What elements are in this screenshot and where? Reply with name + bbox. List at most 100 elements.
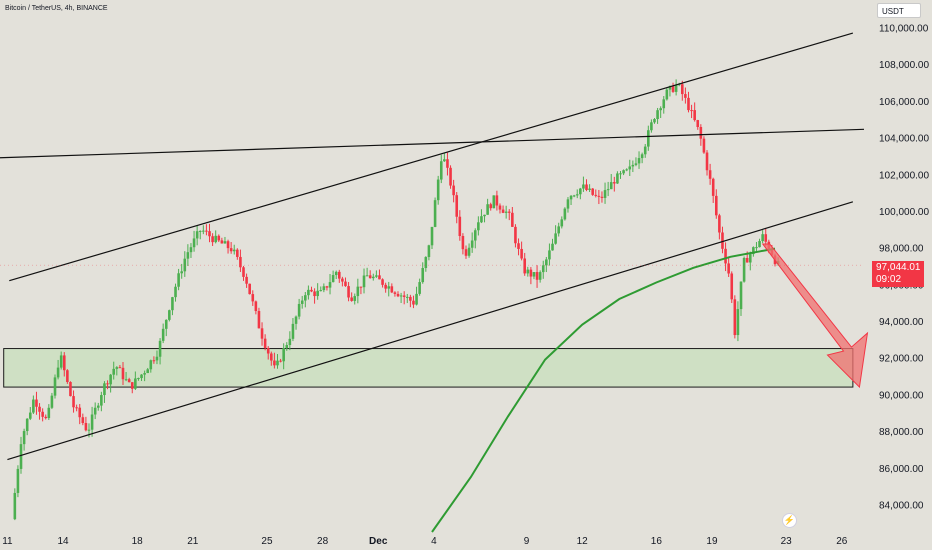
candle-body xyxy=(236,249,239,257)
candle-body xyxy=(331,275,335,283)
candle-body xyxy=(637,158,641,164)
candle-body xyxy=(186,252,190,259)
candle-body xyxy=(755,247,758,249)
candle-body xyxy=(134,378,137,389)
candle-body xyxy=(659,108,662,111)
price-tick-label: 102,000.00 xyxy=(879,170,929,181)
candle-body xyxy=(520,248,523,259)
candle-body xyxy=(208,231,211,237)
candle-body xyxy=(44,416,48,419)
support-zone-layer xyxy=(3,348,854,388)
candle-body xyxy=(202,230,205,232)
candle-body xyxy=(371,276,375,279)
candle-body xyxy=(739,281,743,310)
candle-body xyxy=(628,166,632,170)
candle-body xyxy=(72,396,75,408)
trendline xyxy=(7,201,854,461)
candle-body xyxy=(155,356,159,361)
candle-body xyxy=(279,360,282,362)
candle-body xyxy=(328,282,332,288)
candle-body xyxy=(464,249,468,256)
candle-body xyxy=(736,309,740,336)
candle-body xyxy=(594,194,598,196)
candle-body xyxy=(50,395,54,408)
candles-layer xyxy=(13,79,780,521)
candle-body xyxy=(130,382,134,389)
price-axis: 84,000.00 86,000.00 88,000.00 90,000.00 92,0… xyxy=(0,24,929,511)
candle-body xyxy=(721,232,724,249)
time-tick-label: 9 xyxy=(524,536,530,547)
time-tick-label: 23 xyxy=(781,536,793,547)
candle-body xyxy=(563,208,567,220)
last-price-value: 97,044.01 xyxy=(876,262,921,273)
candle-body xyxy=(532,272,536,277)
candle-body xyxy=(402,295,406,297)
candle-body xyxy=(217,235,221,241)
currency-selector[interactable]: USDT xyxy=(877,3,921,18)
candle-body xyxy=(650,122,653,131)
candle-body xyxy=(486,204,489,215)
candle-body xyxy=(613,182,616,184)
candle-body xyxy=(668,86,672,90)
candle-body xyxy=(28,412,32,419)
candle-body xyxy=(616,173,619,184)
candle-body xyxy=(75,407,78,409)
candle-body xyxy=(569,195,573,200)
time-tick-label: Dec xyxy=(369,536,388,547)
candle-body xyxy=(285,345,289,349)
candle-body xyxy=(220,240,224,244)
moving-average-line xyxy=(431,247,776,533)
candle-body xyxy=(257,311,261,329)
lightning-icon[interactable]: ⚡ xyxy=(782,513,797,528)
candle-body xyxy=(523,258,527,274)
candle-body xyxy=(239,256,242,268)
candle-body xyxy=(288,338,292,346)
candle-body xyxy=(47,407,51,419)
candle-body xyxy=(19,444,23,469)
trendline xyxy=(0,128,865,159)
candle-body xyxy=(591,188,594,195)
candle-body xyxy=(109,374,112,385)
candle-body xyxy=(724,248,727,264)
candle-body xyxy=(232,249,236,252)
candle-body xyxy=(291,323,295,339)
candle-body xyxy=(22,431,26,445)
candle-body xyxy=(730,273,734,300)
candle-body xyxy=(514,226,517,244)
candle-body xyxy=(381,279,384,285)
candle-body xyxy=(276,360,279,366)
candle-body xyxy=(356,286,360,297)
candle-body xyxy=(764,234,768,242)
candle-body xyxy=(504,211,508,213)
candle-body xyxy=(622,170,625,174)
candle-body xyxy=(473,230,477,241)
candle-body xyxy=(489,204,493,209)
candle-body xyxy=(248,283,251,295)
price-tick-label: 94,000.00 xyxy=(879,317,924,328)
candle-body xyxy=(384,284,387,289)
candle-body xyxy=(90,414,94,430)
candle-body xyxy=(390,286,394,293)
candle-body xyxy=(619,173,622,175)
candle-body xyxy=(681,84,684,95)
candle-body xyxy=(436,179,440,201)
candle-body xyxy=(430,226,434,246)
candle-body xyxy=(171,297,174,311)
candle-body xyxy=(575,194,579,196)
candle-body xyxy=(529,269,533,277)
candle-body xyxy=(378,275,381,280)
candle-body xyxy=(294,316,298,324)
candle-body xyxy=(337,271,341,279)
candle-body xyxy=(16,468,20,493)
candle-body xyxy=(705,152,709,171)
time-tick-label: 21 xyxy=(187,536,199,547)
price-tick-label: 86,000.00 xyxy=(879,464,924,475)
candle-body xyxy=(127,379,131,383)
candle-body xyxy=(66,370,69,383)
candle-body xyxy=(702,138,706,153)
candle-body xyxy=(81,417,85,423)
candle-body xyxy=(93,407,97,415)
price-tick-label: 90,000.00 xyxy=(879,390,924,401)
candle-body xyxy=(297,303,301,317)
